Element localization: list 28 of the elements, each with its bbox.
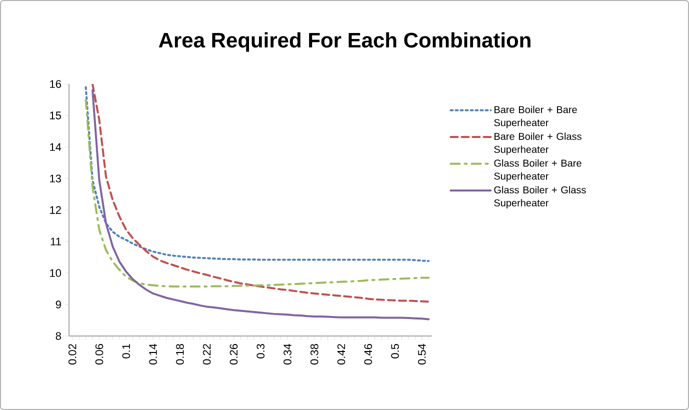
y-tick-label: 9: [56, 300, 61, 308]
x-tick-label: 0.06: [95, 344, 104, 365]
x-tick-label: 0.42: [337, 344, 346, 365]
legend-label: Bare Boiler + Bare Superheater: [494, 106, 577, 128]
y-tick-label: 8: [56, 332, 61, 340]
x-tick-label: 0.5: [391, 344, 399, 358]
x-tick-label: 0.38: [310, 344, 318, 365]
x-tick-label: 0.26: [230, 344, 238, 365]
x-tick-label: 0.22: [202, 344, 211, 365]
legend-label: Bare Boiler + Glass Superheater: [494, 132, 582, 155]
x-tick-label: 0.1: [122, 344, 130, 358]
y-tick-label: 14: [50, 143, 62, 151]
x-tick-label: 0.14: [149, 344, 157, 365]
legend-label: Glass Boiler + Glass Superheater: [494, 186, 586, 208]
legend-label: Glass Boiler + Bare Superheater: [494, 159, 582, 182]
y-tick-label: 11: [50, 238, 61, 246]
chart-title: Area Required For Each Combination: [158, 32, 530, 52]
y-tick-label: 12: [50, 206, 61, 214]
y-tick-label: 16: [50, 80, 61, 88]
x-tick-label: 0.3: [256, 344, 264, 358]
x-tick-label: 0.54: [418, 344, 426, 365]
x-tick-label: 0.34: [284, 344, 292, 365]
y-tick-label: 15: [50, 112, 62, 120]
y-tick-label: 13: [50, 174, 61, 182]
x-tick-label: 0.18: [176, 344, 184, 365]
x-tick-label: 0.02: [68, 344, 76, 365]
y-tick-label: 10: [50, 269, 62, 277]
x-tick-label: 0.46: [364, 344, 372, 365]
